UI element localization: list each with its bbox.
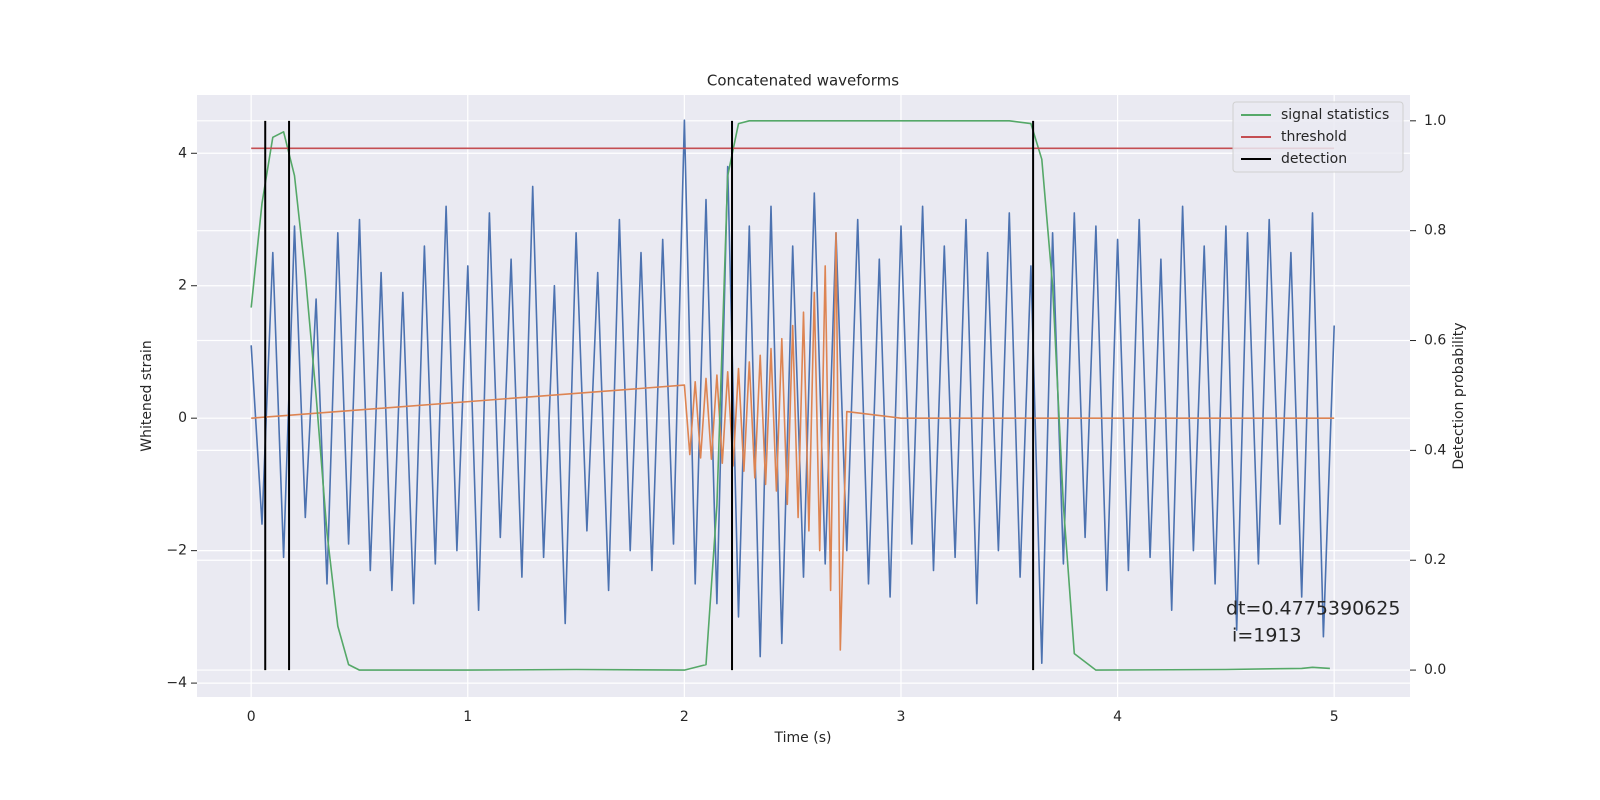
- y2-tick-label: 0.6: [1424, 333, 1446, 349]
- y-tick-label: −4: [166, 675, 187, 691]
- x-tick-label: 1: [463, 709, 472, 725]
- y-axis-label: Whitened strain: [139, 340, 155, 451]
- annotation: dt=0.4775390625: [1226, 598, 1400, 620]
- y-tick-label: 0: [178, 410, 187, 426]
- legend-box: [1232, 101, 1404, 173]
- legend-label: detection: [1281, 151, 1347, 167]
- y-tick-label: −2: [166, 543, 187, 559]
- x-tick-label: 2: [680, 709, 689, 725]
- series-line: [251, 232, 1335, 651]
- y2-tick-label: 0.0: [1424, 662, 1446, 678]
- y2-tick-label: 0.2: [1424, 552, 1446, 568]
- x-tick-label: 3: [897, 709, 906, 725]
- y2-axis-label: Detection probability: [1451, 322, 1467, 469]
- annotation: i=1913: [1226, 625, 1302, 647]
- x-tick-label: 4: [1113, 709, 1122, 725]
- legend-label: threshold: [1281, 129, 1347, 145]
- y2-tick-label: 0.4: [1424, 442, 1446, 458]
- chart-title: Concatenated waveforms: [707, 72, 899, 90]
- y2-tick-label: 1.0: [1424, 113, 1446, 129]
- series-line: [250, 119, 1335, 664]
- y2-tick-label: 0.8: [1424, 223, 1446, 239]
- y-tick-label: 4: [178, 145, 187, 161]
- x-tick-label: 0: [247, 709, 256, 725]
- x-tick-label: 5: [1330, 709, 1339, 725]
- x-axis-label: Time (s): [774, 730, 832, 746]
- y-tick-label: 2: [178, 278, 187, 294]
- legend-label: signal statistics: [1281, 107, 1389, 123]
- series-line: [250, 120, 1330, 671]
